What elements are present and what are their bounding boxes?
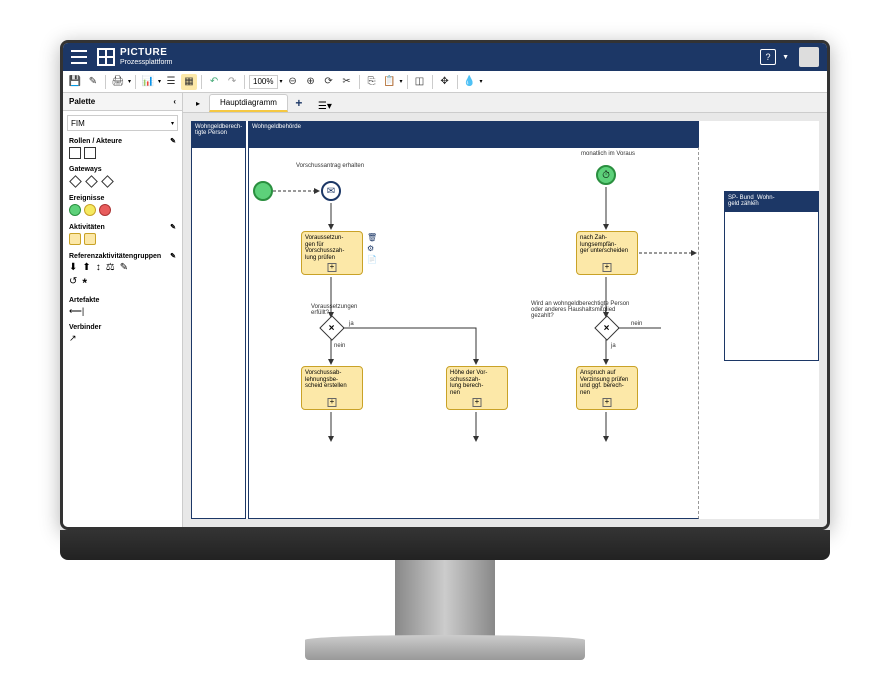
chart-icon[interactable]: 📊 <box>140 74 156 90</box>
annotation-shape[interactable]: ⟵| <box>69 306 84 317</box>
label-nein: nein <box>631 321 642 327</box>
gateway-or[interactable] <box>101 175 114 188</box>
copy-icon[interactable]: ⎘ <box>364 74 380 90</box>
palette-selector[interactable]: FIM▾ <box>67 115 178 131</box>
ref-icon[interactable]: ⬇ <box>69 262 77 273</box>
edit-icon[interactable]: ✎ <box>170 223 176 231</box>
inter-event[interactable] <box>84 204 96 216</box>
move-icon[interactable]: ✥ <box>437 74 453 90</box>
topbar: PICTUREProzessplattform ? ▼ <box>63 43 827 71</box>
pool-bund[interactable]: SP- Bund_Wohn- geld zählen <box>724 191 819 361</box>
ref-icon[interactable]: ↺ <box>69 276 77 290</box>
paste-icon[interactable]: 📋 <box>382 74 398 90</box>
brand-name: PICTURE <box>120 47 167 58</box>
palette: Palette ‹ FIM▾ Rollen / Akteure✎ Gateway… <box>63 93 183 527</box>
brush-icon[interactable]: ✎ <box>85 74 101 90</box>
task-5[interactable]: Anspruch auf Verzinsung prüfen und ggf. … <box>576 366 638 410</box>
connector-shape[interactable]: ↗ <box>69 333 77 344</box>
task-4[interactable]: Höhe der Vor- schusszah- lung berech- ne… <box>446 366 508 410</box>
ref-icon[interactable]: ⬆ <box>82 262 90 273</box>
avatar[interactable] <box>799 47 819 67</box>
delete-icon[interactable]: 🗑 <box>367 233 377 242</box>
brand-sub: Prozessplattform <box>120 59 173 66</box>
zoom-out-icon[interactable]: ⊖ <box>285 74 301 90</box>
print-icon[interactable]: 🖨 <box>110 74 126 90</box>
label: Vorschussantrag erhalten <box>296 163 364 169</box>
collapse-palette-icon[interactable]: ‹ <box>173 97 176 106</box>
tab-menu-icon[interactable]: ☰▾ <box>318 101 332 112</box>
label-ja: ja <box>349 321 354 327</box>
grid-icon[interactable]: ▦ <box>181 74 197 90</box>
bpmn-canvas[interactable]: Wohngeldberech- tigte Person Wohngeldbeh… <box>191 121 819 519</box>
task-3[interactable]: Vorschussab- lehnungsbe- scheid erstelle… <box>301 366 363 410</box>
label: Wird an wohngeldberechtigte Person oder … <box>531 301 631 319</box>
end-event[interactable] <box>99 204 111 216</box>
redo-icon[interactable]: ↷ <box>224 74 240 90</box>
tabs: ▸ Hauptdiagramm + ☰▾ <box>183 93 827 113</box>
gateway-and[interactable] <box>85 175 98 188</box>
color-icon[interactable]: 💧 <box>462 74 478 90</box>
label: monatlich im Voraus <box>581 151 635 157</box>
tab-main[interactable]: Hauptdiagramm <box>209 94 288 112</box>
edit-icon[interactable]: ✎ <box>170 252 176 260</box>
pool-shape[interactable] <box>69 147 81 159</box>
tab-expand-icon[interactable]: ▸ <box>189 94 207 112</box>
start-event[interactable] <box>69 204 81 216</box>
subprocess-shape[interactable] <box>84 233 96 245</box>
crop-icon[interactable]: ◫ <box>412 74 428 90</box>
doc-icon[interactable]: 📄 <box>367 255 377 264</box>
task-2[interactable]: nach Zah- lungsempfän- ger unterscheiden… <box>576 231 638 275</box>
zoom-in-icon[interactable]: ⊕ <box>303 74 319 90</box>
lane-shape[interactable] <box>84 147 96 159</box>
tab-add[interactable]: + <box>290 94 308 112</box>
edit-icon[interactable]: ✎ <box>170 137 176 145</box>
ref-icon[interactable]: * <box>82 276 87 290</box>
message-event[interactable]: ✉ <box>321 181 341 201</box>
lane-person: Wohngeldberech- tigte Person <box>191 121 246 147</box>
zoom-level[interactable]: 100% <box>249 75 277 89</box>
undo-icon[interactable]: ↶ <box>206 74 222 90</box>
palette-title: Palette <box>69 97 95 106</box>
cut-icon[interactable]: ✂ <box>339 74 355 90</box>
label-ja: ja <box>611 343 616 349</box>
refresh-icon[interactable]: ⟳ <box>321 74 337 90</box>
chevron-down-icon[interactable]: ▼ <box>782 54 789 61</box>
logo: PICTUREProzessplattform <box>97 48 173 66</box>
list-icon[interactable]: ☰ <box>163 74 179 90</box>
canvas-area: ▸ Hauptdiagramm + ☰▾ Wohngeldberech- tig… <box>183 93 827 527</box>
help-button[interactable]: ? <box>760 49 776 65</box>
app-root: PICTUREProzessplattform ? ▼ 💾 ✎ 🖨 ▾ 📊 ▾ … <box>63 43 827 527</box>
lane-authority: Wohngeldbehörde <box>248 121 699 147</box>
ref-icon[interactable]: ↕ <box>96 262 101 273</box>
save-icon[interactable]: 💾 <box>67 74 83 90</box>
gateway-xor[interactable] <box>69 175 82 188</box>
ref-icon[interactable]: ⚖ <box>106 262 115 273</box>
start-event-1[interactable] <box>253 181 273 201</box>
task-1[interactable]: Voraussetzun- gen für Vorschusszah- lung… <box>301 231 363 275</box>
ref-icon[interactable]: ✎ <box>120 262 128 273</box>
task-shape[interactable] <box>69 233 81 245</box>
label: Voraussetzungen erfüllt? <box>311 304 366 316</box>
label-nein: nein <box>334 343 345 349</box>
toolbar: 💾 ✎ 🖨 ▾ 📊 ▾ ☰ ▦ ↶ ↷ 100% ▾ ⊖ ⊕ ⟳ ✂ ⎘ 📋 ▾… <box>63 71 827 93</box>
menu-icon[interactable] <box>71 50 87 64</box>
start-event-2[interactable]: ⏱ <box>596 165 616 185</box>
attr-icon[interactable]: ⚙ <box>367 244 377 253</box>
